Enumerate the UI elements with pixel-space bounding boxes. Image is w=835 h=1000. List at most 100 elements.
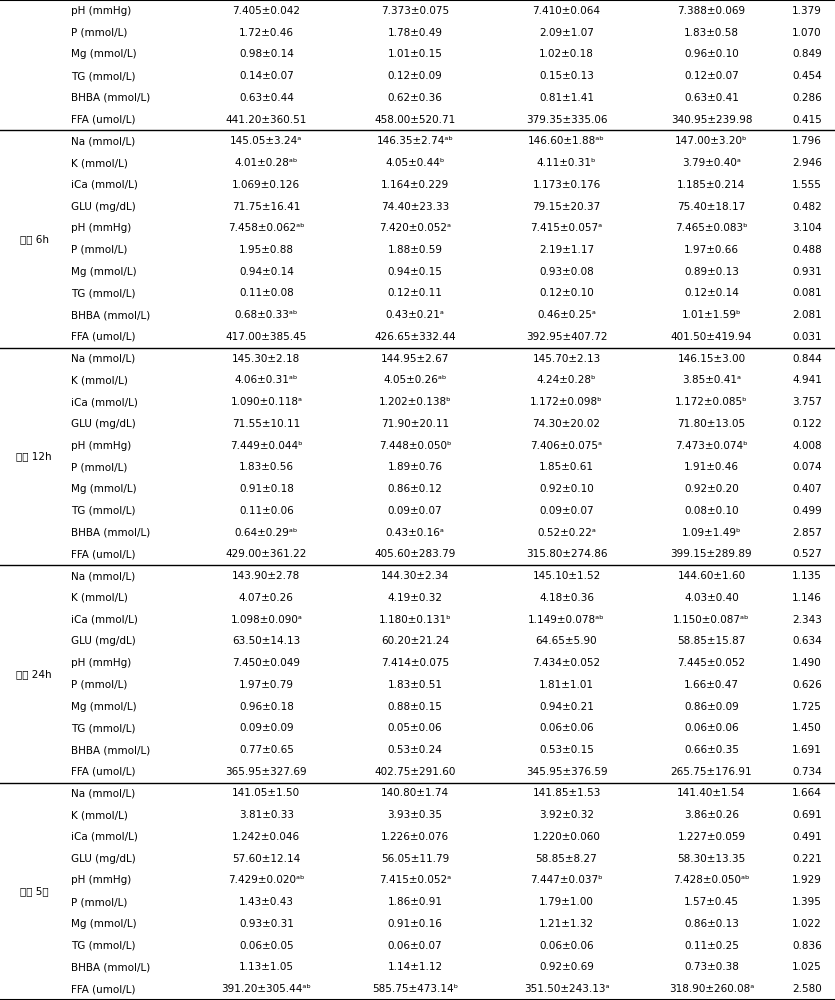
Text: 365.95±327.69: 365.95±327.69: [225, 767, 307, 777]
Text: 141.85±1.53: 141.85±1.53: [533, 788, 600, 798]
Text: 145.10±1.52: 145.10±1.52: [533, 571, 600, 581]
Text: Mg (mmol/L): Mg (mmol/L): [72, 919, 137, 929]
Text: 58.85±8.27: 58.85±8.27: [536, 854, 597, 864]
Text: 1.150±0.087ᵃᵇ: 1.150±0.087ᵃᵇ: [673, 615, 750, 625]
Text: 1.01±0.15: 1.01±0.15: [387, 49, 443, 59]
Text: 2.09±1.07: 2.09±1.07: [539, 28, 594, 38]
Text: 1.725: 1.725: [792, 702, 822, 712]
Text: 0.98±0.14: 0.98±0.14: [239, 49, 294, 59]
Text: 0.488: 0.488: [792, 245, 822, 255]
Text: 0.43±0.21ᵃ: 0.43±0.21ᵃ: [386, 310, 444, 320]
Text: 2.946: 2.946: [792, 158, 822, 168]
Text: 0.91±0.18: 0.91±0.18: [239, 484, 294, 494]
Text: Na (mmol/L): Na (mmol/L): [72, 136, 136, 146]
Text: iCa (mmol/L): iCa (mmol/L): [72, 180, 139, 190]
Text: 1.81±1.01: 1.81±1.01: [539, 680, 594, 690]
Text: P (mmol/L): P (mmol/L): [72, 28, 128, 38]
Text: 0.92±0.20: 0.92±0.20: [684, 484, 739, 494]
Text: 0.06±0.07: 0.06±0.07: [387, 941, 443, 951]
Text: 0.46±0.25ᵃ: 0.46±0.25ᵃ: [537, 310, 596, 320]
Text: 0.454: 0.454: [792, 71, 822, 81]
Text: 1.83±0.58: 1.83±0.58: [684, 28, 739, 38]
Text: 0.286: 0.286: [792, 93, 822, 103]
Text: 0.527: 0.527: [792, 549, 822, 559]
Text: 0.221: 0.221: [792, 854, 822, 864]
Text: 1.227±0.059: 1.227±0.059: [677, 832, 746, 842]
Text: 1.14±1.12: 1.14±1.12: [387, 962, 443, 972]
Text: 4.06±0.31ᵃᵇ: 4.06±0.31ᵃᵇ: [235, 375, 298, 385]
Text: 0.53±0.24: 0.53±0.24: [387, 745, 443, 755]
Text: 4.01±0.28ᵃᵇ: 4.01±0.28ᵃᵇ: [235, 158, 298, 168]
Text: 71.90±20.11: 71.90±20.11: [381, 419, 449, 429]
Text: 1.83±0.56: 1.83±0.56: [239, 462, 294, 472]
Text: 58.30±13.35: 58.30±13.35: [677, 854, 746, 864]
Text: 2.081: 2.081: [792, 310, 822, 320]
Text: FFA (umol/L): FFA (umol/L): [72, 115, 136, 125]
Text: 7.420±0.052ᵃ: 7.420±0.052ᵃ: [379, 223, 451, 233]
Text: 441.20±360.51: 441.20±360.51: [225, 115, 307, 125]
Text: 0.68±0.33ᵃᵇ: 0.68±0.33ᵃᵇ: [235, 310, 298, 320]
Text: 0.81±1.41: 0.81±1.41: [539, 93, 594, 103]
Text: 402.75±291.60: 402.75±291.60: [374, 767, 456, 777]
Text: 0.09±0.07: 0.09±0.07: [539, 506, 594, 516]
Text: 585.75±473.14ᵇ: 585.75±473.14ᵇ: [372, 984, 458, 994]
Text: 7.429±0.020ᵃᵇ: 7.429±0.020ᵃᵇ: [228, 875, 305, 885]
Text: K (mmol/L): K (mmol/L): [72, 810, 129, 820]
Text: FFA (umol/L): FFA (umol/L): [72, 984, 136, 994]
Text: 0.63±0.41: 0.63±0.41: [684, 93, 739, 103]
Text: 391.20±305.44ᵃᵇ: 391.20±305.44ᵃᵇ: [221, 984, 311, 994]
Text: 1.135: 1.135: [792, 571, 822, 581]
Text: 351.50±243.13ᵃ: 351.50±243.13ᵃ: [524, 984, 610, 994]
Text: 0.88±0.15: 0.88±0.15: [387, 702, 443, 712]
Text: 4.05±0.26ᵃᵇ: 4.05±0.26ᵃᵇ: [383, 375, 447, 385]
Text: Mg (mmol/L): Mg (mmol/L): [72, 702, 137, 712]
Text: 4.05±0.44ᵇ: 4.05±0.44ᵇ: [385, 158, 445, 168]
Text: P (mmol/L): P (mmol/L): [72, 245, 128, 255]
Text: FFA (umol/L): FFA (umol/L): [72, 767, 136, 777]
Text: 7.388±0.069: 7.388±0.069: [677, 6, 746, 16]
Text: TG (mmol/L): TG (mmol/L): [72, 506, 136, 516]
Text: 3.104: 3.104: [792, 223, 822, 233]
Text: 79.15±20.37: 79.15±20.37: [533, 202, 600, 212]
Text: 0.09±0.09: 0.09±0.09: [239, 723, 294, 733]
Text: 0.92±0.69: 0.92±0.69: [539, 962, 594, 972]
Text: 7.415±0.052ᵃ: 7.415±0.052ᵃ: [379, 875, 451, 885]
Text: 7.410±0.064: 7.410±0.064: [533, 6, 600, 16]
Text: 417.00±385.45: 417.00±385.45: [225, 332, 307, 342]
Text: 0.91±0.16: 0.91±0.16: [387, 919, 443, 929]
Text: 1.220±0.060: 1.220±0.060: [533, 832, 600, 842]
Text: 1.796: 1.796: [792, 136, 822, 146]
Text: Na (mmol/L): Na (mmol/L): [72, 354, 136, 364]
Text: 0.15±0.13: 0.15±0.13: [539, 71, 594, 81]
Text: 0.94±0.21: 0.94±0.21: [539, 702, 594, 712]
Text: P (mmol/L): P (mmol/L): [72, 897, 128, 907]
Text: 0.074: 0.074: [792, 462, 822, 472]
Text: 1.88±0.59: 1.88±0.59: [387, 245, 443, 255]
Text: 1.173±0.176: 1.173±0.176: [533, 180, 600, 190]
Text: 74.30±20.02: 74.30±20.02: [533, 419, 600, 429]
Text: 74.40±23.33: 74.40±23.33: [381, 202, 449, 212]
Text: 379.35±335.06: 379.35±335.06: [526, 115, 607, 125]
Text: 144.30±2.34: 144.30±2.34: [381, 571, 449, 581]
Text: 0.836: 0.836: [792, 941, 822, 951]
Text: 1.022: 1.022: [792, 919, 822, 929]
Text: 0.66±0.35: 0.66±0.35: [684, 745, 739, 755]
Text: P (mmol/L): P (mmol/L): [72, 680, 128, 690]
Text: 405.60±283.79: 405.60±283.79: [374, 549, 456, 559]
Text: 1.555: 1.555: [792, 180, 822, 190]
Text: 143.90±2.78: 143.90±2.78: [232, 571, 301, 581]
Text: Na (mmol/L): Na (mmol/L): [72, 571, 136, 581]
Text: 401.50±419.94: 401.50±419.94: [671, 332, 752, 342]
Text: 0.12±0.09: 0.12±0.09: [387, 71, 443, 81]
Text: 58.85±15.87: 58.85±15.87: [677, 636, 746, 646]
Text: pH (mmHg): pH (mmHg): [72, 875, 132, 885]
Text: 0.06±0.05: 0.06±0.05: [239, 941, 294, 951]
Text: 7.465±0.083ᵇ: 7.465±0.083ᵇ: [676, 223, 747, 233]
Text: 1.090±0.118ᵃ: 1.090±0.118ᵃ: [230, 397, 302, 407]
Text: 1.91±0.46: 1.91±0.46: [684, 462, 739, 472]
Text: 4.008: 4.008: [792, 441, 822, 451]
Text: 345.95±376.59: 345.95±376.59: [526, 767, 607, 777]
Text: 3.93±0.35: 3.93±0.35: [387, 810, 443, 820]
Text: 1.86±0.91: 1.86±0.91: [387, 897, 443, 907]
Text: 0.14±0.07: 0.14±0.07: [239, 71, 294, 81]
